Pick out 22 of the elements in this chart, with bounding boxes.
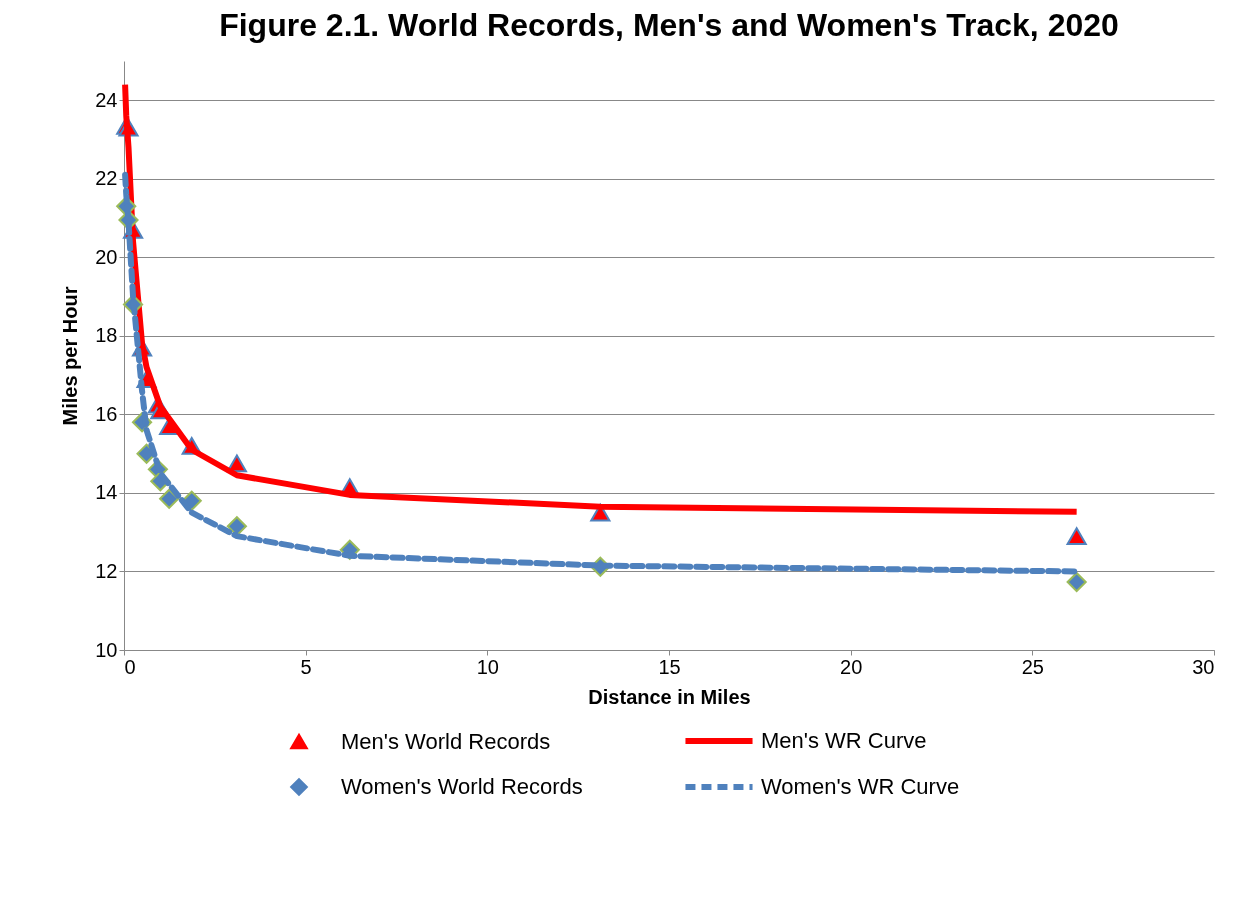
legend-label: Women's WR Curve (761, 774, 960, 799)
x-tick-label: 10 (476, 655, 499, 678)
y-tick-label: 20 (95, 245, 118, 268)
y-tick-label: 24 (95, 88, 118, 111)
x-tick-label: 30 (1192, 655, 1215, 678)
y-axis-title: Miles per Hour (59, 286, 82, 426)
y-tick-label: 10 (95, 638, 118, 661)
legend-label: Men's World Records (341, 728, 551, 754)
x-tick-label: 15 (658, 655, 681, 678)
x-tick-label: 5 (300, 655, 312, 678)
x-axis-title: Distance in Miles (588, 685, 751, 708)
y-tick-label: 18 (95, 324, 118, 347)
y-tick-label: 12 (95, 559, 118, 582)
x-tick-label: 20 (840, 655, 863, 678)
legend-label: Men's WR Curve (761, 728, 927, 753)
y-tick-label: 16 (95, 402, 118, 425)
y-tick-label: 22 (95, 167, 118, 190)
x-tick-label: 25 (1021, 655, 1044, 678)
y-tick-label: 14 (95, 481, 118, 504)
chart-title: Figure 2.1. World Records, Men's and Women's Track, 2020 (219, 7, 1119, 43)
legend-label: Women's World Records (341, 774, 583, 799)
x-tick-label: 0 (124, 655, 136, 678)
